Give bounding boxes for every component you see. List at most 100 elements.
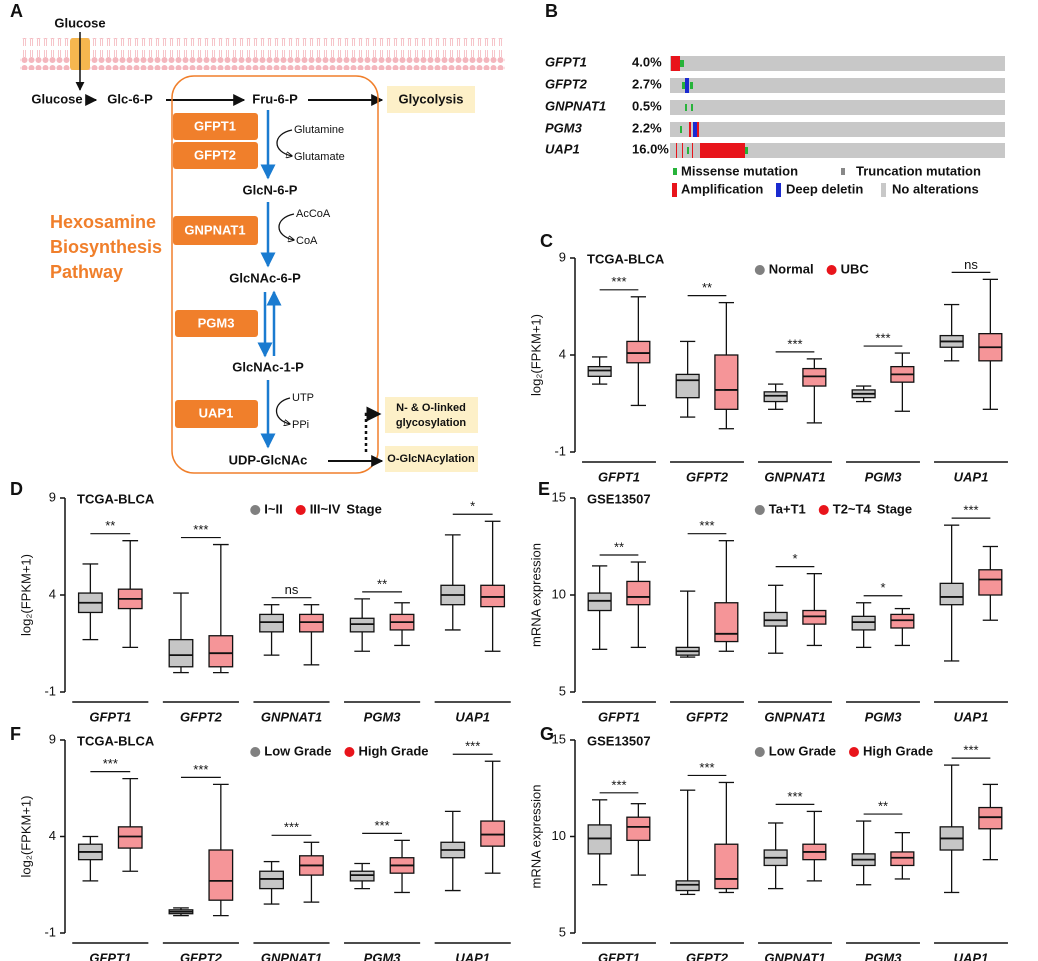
chart-title: TCGA-BLCA (587, 251, 665, 266)
legend-marker (826, 265, 837, 275)
alteration (692, 143, 693, 158)
significance-label: *** (375, 818, 390, 833)
significance-label: * (470, 499, 475, 514)
y-tick-label: 5 (559, 924, 566, 939)
box (117, 826, 143, 849)
legend-marker (754, 265, 765, 275)
y-tick-label: 9 (559, 249, 566, 264)
process: N- & O-linked (396, 402, 466, 414)
box (675, 373, 700, 399)
box-chart: D TCGA-BLCA -1 4 9 log₂(FPKM+1) I~II III~IV Stag… (10, 479, 511, 724)
alteration (689, 122, 691, 137)
box (851, 615, 876, 631)
legend-marker (848, 747, 859, 757)
x-tick-label: GFPT2 (180, 709, 223, 724)
arrow (276, 129, 292, 156)
legend-label: Truncation mutation (856, 163, 981, 178)
box (675, 880, 700, 892)
x-tick-label: GFPT2 (180, 950, 223, 961)
panel-letter: D (10, 479, 23, 499)
box (978, 806, 1003, 830)
legend-note: Stage (877, 501, 912, 516)
alteration (693, 122, 697, 137)
cofactor: Glutamate (294, 151, 345, 163)
oncoprint-panel: B GFPT1 4.0% GFPT2 2.7% GNPNAT1 0.5% PGM… (545, 1, 1005, 197)
x-tick-label: GNPNAT1 (261, 950, 322, 961)
chart-title: GSE13507 (587, 733, 651, 748)
significance-label: *** (193, 762, 208, 777)
chart-title: TCGA-BLCA (77, 491, 155, 506)
box (587, 365, 612, 377)
enzyme-box (173, 216, 258, 245)
x-tick-label: PGM3 (865, 469, 903, 484)
frequency: 4.0% (632, 54, 662, 69)
box (349, 617, 375, 633)
panel-letter: F (10, 724, 21, 744)
y-axis-label: log₂(FPKM+1) (528, 314, 543, 396)
panel-letter: B (545, 1, 558, 21)
panel-letter: A (10, 1, 23, 21)
box (349, 870, 375, 882)
cofactor: PPi (292, 419, 309, 431)
x-tick-label: PGM3 (364, 709, 402, 724)
significance-label: *** (699, 760, 714, 775)
x-tick-label: UAP1 (954, 469, 989, 484)
box (208, 849, 234, 901)
legend-label: III~IV (310, 501, 341, 516)
legend-label: Low Grade (769, 743, 836, 758)
legend-label: Amplification (681, 181, 763, 196)
alteration (687, 147, 689, 154)
frequency: 2.7% (632, 76, 662, 91)
legend-marker (754, 747, 765, 757)
gene-label: GFPT1 (545, 54, 587, 69)
significance-label: ns (285, 582, 299, 597)
y-tick-label: 4 (49, 828, 56, 843)
y-axis-label: mRNA expression (528, 784, 543, 888)
legend-note: Stage (346, 501, 381, 516)
process: glycosylation (396, 417, 467, 429)
alteration (745, 147, 748, 154)
row: GFPT1 4.0% (545, 54, 1005, 71)
label-box (387, 86, 475, 113)
legend-swatch (673, 168, 677, 175)
arrow (278, 213, 294, 240)
significance-label: *** (963, 743, 978, 758)
x-tick-label: GFPT2 (686, 469, 729, 484)
frequency: 2.2% (632, 120, 662, 135)
box (763, 611, 788, 627)
track (670, 143, 1005, 158)
legend: Missense mutation Truncation mutation Am… (672, 163, 981, 197)
enzyme-box (175, 310, 258, 337)
metabolite: GlcN-6-P (243, 182, 298, 197)
metabolite: Fru-6-P (252, 91, 298, 106)
box (208, 635, 234, 668)
legend-marker (818, 505, 829, 515)
box-chart: G GSE13507 5 10 15 mRNA expression Low Grade Hi… (528, 724, 1008, 961)
box-chart: C TCGA-BLCA -1 4 9 log₂(FPKM+1) Normal UBC GFPT1… (528, 231, 1008, 484)
metabolite: GlcNAc-1-P (232, 359, 304, 374)
alteration (682, 82, 685, 89)
legend-label: Normal (769, 261, 814, 276)
legend-swatch (776, 183, 781, 197)
track (670, 100, 1005, 115)
box (626, 580, 651, 606)
legend-label: T2~T4 (833, 501, 872, 516)
metabolite: GlcNAc-6-P (229, 270, 301, 285)
metabolite: Glucose (54, 15, 105, 30)
pathway-panel: A Glucose Glucose Glc-6-P Fru-6-P Glycol… (10, 1, 505, 474)
y-tick-label: 5 (559, 683, 566, 698)
cofactor: AcCoA (296, 208, 331, 220)
x-tick-label: GNPNAT1 (764, 950, 825, 961)
box (890, 851, 915, 867)
box (587, 592, 612, 612)
box (939, 582, 964, 606)
box (714, 602, 739, 643)
row: PGM3 2.2% (545, 120, 1005, 137)
pathway-name: Pathway (50, 262, 123, 282)
box (480, 584, 506, 608)
box (714, 843, 739, 890)
y-tick-label: -1 (44, 683, 56, 698)
panel-letter: G (540, 724, 554, 744)
track (670, 78, 1005, 93)
significance-label: ** (702, 280, 712, 295)
